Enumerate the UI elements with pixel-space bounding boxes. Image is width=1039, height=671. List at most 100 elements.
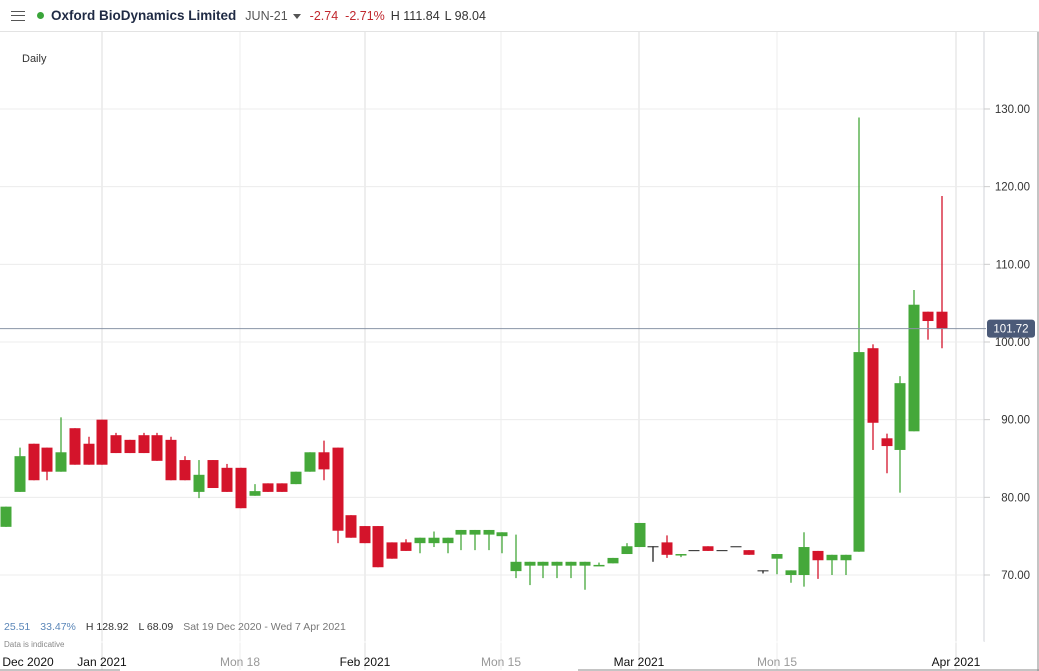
candle-down bbox=[812, 550, 824, 561]
last-price-badge bbox=[987, 319, 1035, 338]
candle-up bbox=[442, 537, 454, 544]
candle-up bbox=[730, 546, 742, 548]
x-tick-label: Dec 2020 bbox=[2, 655, 54, 669]
market-open-status-icon bbox=[37, 12, 44, 19]
candle-up bbox=[290, 471, 302, 485]
candle-up bbox=[593, 564, 605, 567]
candle-up bbox=[524, 561, 536, 566]
candle-down bbox=[400, 542, 412, 551]
session-high: H 111.84 bbox=[390, 8, 440, 23]
candle-up bbox=[14, 456, 26, 492]
chevron-down-icon bbox=[292, 13, 301, 19]
candle-down bbox=[936, 311, 948, 329]
x-tick-label: Mar 2021 bbox=[614, 655, 665, 669]
candle-down bbox=[881, 438, 893, 447]
y-tick-label: 110.00 bbox=[996, 259, 1030, 271]
last-price-label: 101.72 bbox=[987, 319, 1035, 338]
range-change: 25.51 bbox=[4, 621, 31, 633]
y-tick-label: 70.00 bbox=[1001, 570, 1030, 582]
candle-up bbox=[853, 352, 865, 552]
candle-up bbox=[579, 561, 591, 566]
candle-up bbox=[757, 570, 769, 572]
candle-up bbox=[826, 554, 838, 561]
x-tick-label: Mon 15 bbox=[757, 655, 797, 669]
candle-up bbox=[908, 304, 920, 432]
candle-up bbox=[483, 529, 495, 535]
candle-down bbox=[332, 447, 344, 531]
candle-up bbox=[840, 554, 852, 561]
candles bbox=[0, 117, 948, 590]
last-price-text: 101.72 bbox=[993, 324, 1028, 336]
candle-up bbox=[675, 554, 687, 556]
range-high: H 128.92 bbox=[85, 621, 129, 633]
candle-down bbox=[661, 542, 673, 555]
candle-down bbox=[867, 348, 879, 423]
range-change-percent: 33.47% bbox=[40, 621, 76, 633]
candle-up bbox=[496, 532, 508, 537]
candle-down bbox=[922, 311, 934, 322]
candle-up bbox=[647, 546, 659, 548]
instrument-title: Oxford BioDynamics Limited bbox=[51, 8, 237, 23]
candle-down bbox=[276, 483, 288, 492]
candle-up bbox=[55, 452, 67, 472]
candle-down bbox=[28, 443, 40, 481]
instrument-header: Oxford BioDynamics Limited JUN-21 -2.74 … bbox=[0, 0, 1039, 32]
candle-up bbox=[0, 506, 12, 527]
candle-up bbox=[551, 561, 563, 566]
y-tick-label: 90.00 bbox=[1001, 415, 1030, 427]
disclaimer-text: Data is indicative bbox=[4, 640, 65, 649]
candle-up bbox=[716, 550, 728, 552]
x-tick-label: Apr 2021 bbox=[932, 655, 981, 669]
candle-down bbox=[386, 542, 398, 559]
horizontal-gridlines bbox=[0, 108, 984, 576]
candle-up bbox=[455, 529, 467, 535]
candle-up bbox=[607, 557, 619, 564]
range-dates: Sat 19 Dec 2020 - Wed 7 Apr 2021 bbox=[183, 621, 346, 633]
expiry-dropdown[interactable]: JUN-21 bbox=[245, 8, 301, 23]
candle-down bbox=[151, 435, 163, 461]
candle-up bbox=[469, 529, 481, 535]
candle-down bbox=[41, 447, 53, 472]
candle-up bbox=[510, 561, 522, 572]
candle-up bbox=[798, 547, 810, 575]
range-low: L 68.09 bbox=[138, 621, 174, 633]
candle-down bbox=[179, 460, 191, 481]
candle-down bbox=[372, 526, 384, 568]
candle-down bbox=[165, 439, 177, 481]
candle-up bbox=[537, 561, 549, 566]
x-tick-label: Feb 2021 bbox=[340, 655, 391, 669]
candle-up bbox=[565, 561, 577, 566]
candle-down bbox=[110, 435, 122, 454]
x-tick-label: Mon 15 bbox=[481, 655, 521, 669]
session-low: L 98.04 bbox=[444, 8, 486, 23]
candle-down bbox=[69, 428, 81, 465]
candle-down bbox=[138, 435, 150, 454]
y-tick-label: 120.00 bbox=[995, 182, 1030, 194]
y-tick-label: 130.00 bbox=[995, 104, 1030, 116]
candle-down bbox=[345, 515, 357, 538]
price-axis[interactable]: 70.00 80.00 90.00 100.00 110.00 120.00 130.00 bbox=[984, 104, 1030, 582]
vertical-gridlines bbox=[101, 32, 957, 670]
candle-down bbox=[96, 419, 108, 465]
expiry-label: JUN-21 bbox=[245, 8, 288, 23]
candle-down bbox=[318, 452, 330, 470]
candle-up bbox=[249, 491, 261, 496]
interval-label[interactable]: Daily bbox=[22, 53, 47, 65]
range-stats: 25.51 33.47% H 128.92 L 68.09 Sat 19 Dec… bbox=[4, 621, 346, 633]
candle-down bbox=[83, 443, 95, 465]
candle-down bbox=[262, 483, 274, 492]
candle-up bbox=[193, 474, 205, 492]
candle-up bbox=[771, 554, 783, 559]
candle-down bbox=[702, 546, 714, 551]
candle-down bbox=[124, 439, 136, 454]
candle-up bbox=[894, 383, 906, 450]
candle-up bbox=[304, 452, 316, 472]
candle-down bbox=[207, 460, 219, 489]
candle-up bbox=[414, 537, 426, 544]
price-change-percent: -2.71% bbox=[345, 8, 385, 23]
hamburger-menu-icon[interactable] bbox=[11, 10, 25, 21]
candle-up bbox=[634, 522, 646, 548]
y-tick-label: 100.00 bbox=[995, 337, 1030, 349]
time-axis[interactable]: Dec 2020 Jan 2021 Mon 18 Feb 2021 Mon 15 Mar … bbox=[2, 655, 980, 669]
